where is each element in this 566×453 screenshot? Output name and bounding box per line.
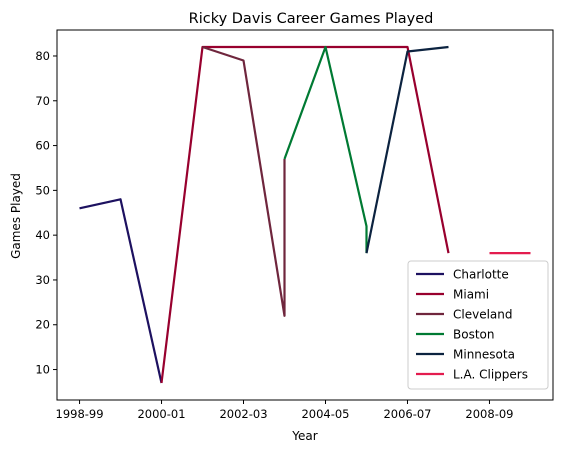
legend: Charlotte Miami Cleveland Boston Minnesota L.… <box>407 260 549 390</box>
y-tick-label: 40 <box>35 228 50 242</box>
x-axis-label: Year <box>291 429 317 443</box>
legend-label: L.A. Clippers <box>453 368 528 382</box>
legend-label: Cleveland <box>453 308 513 322</box>
y-axis-label: Games Played <box>9 173 23 259</box>
x-tick-label: 2002-03 <box>219 407 267 421</box>
chart-title: Ricky Davis Career Games Played <box>189 11 434 27</box>
x-tick-label: 2004-05 <box>301 407 349 421</box>
y-tick-label: 70 <box>35 94 50 108</box>
y-tick-label: 80 <box>35 49 50 63</box>
axes: 1998-99 2000-01 2002-03 2004-05 2006-07 2008-… <box>35 29 554 421</box>
series-line-4 <box>365 45 449 254</box>
y-tick-label: 10 <box>35 363 50 377</box>
axes-frame <box>56 29 554 401</box>
x-tick-label: 2006-07 <box>383 407 431 421</box>
series-line-1 <box>160 45 450 384</box>
legend-label: Miami <box>453 288 489 302</box>
y-tick-label: 30 <box>35 273 50 287</box>
y-tick-label: 60 <box>35 139 50 153</box>
legend-label: Minnesota <box>453 348 515 362</box>
series-line-3 <box>283 45 368 254</box>
x-tick-label: 1998-99 <box>56 407 104 421</box>
series-line-0 <box>79 198 163 384</box>
x-tick-label: 2000-01 <box>137 407 185 421</box>
x-tick-label: 2008-09 <box>465 407 513 421</box>
y-tick-label: 20 <box>35 318 50 332</box>
legend-label: Charlotte <box>453 268 509 282</box>
y-tick-label: 50 <box>35 183 50 197</box>
legend-label: Boston <box>453 328 494 342</box>
series-line-2 <box>202 45 286 317</box>
plot-area <box>79 45 531 384</box>
